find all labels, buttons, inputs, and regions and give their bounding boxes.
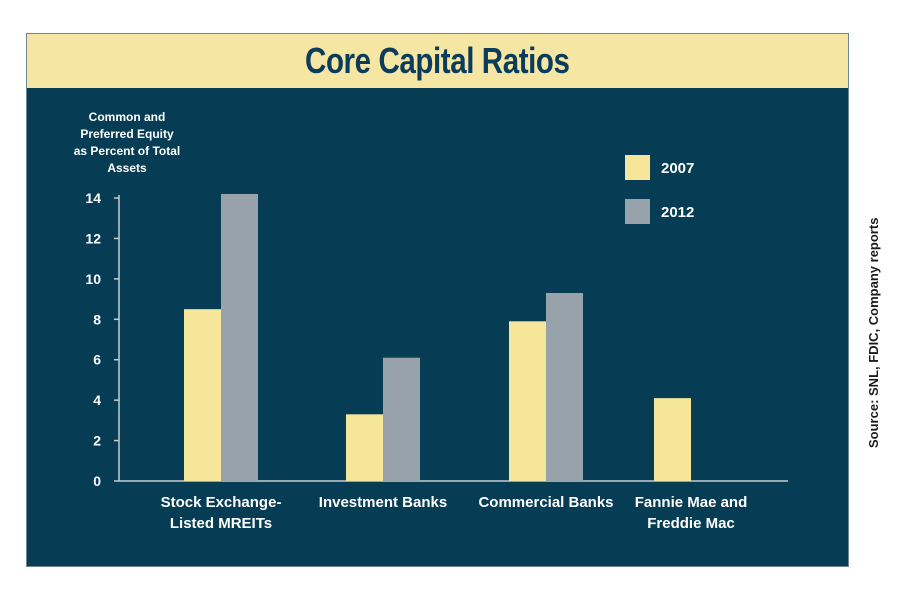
bar-2012-2	[383, 357, 420, 481]
x-category-label: Investment Banks	[319, 494, 447, 511]
source-note: Source: SNL, FDIC, Company reports	[866, 217, 881, 448]
y-axis-label-line: Preferred Equity	[80, 127, 174, 141]
y-axis-label-line: Assets	[107, 161, 147, 175]
chart-title: Core Capital Ratios	[305, 40, 570, 81]
x-category-label: Stock Exchange-	[161, 494, 282, 511]
x-category-label: Freddie Mac	[647, 515, 735, 532]
bar-2007-4	[654, 398, 691, 481]
y-tick-label: 4	[93, 392, 101, 408]
y-tick-label: 2	[93, 433, 101, 449]
y-tick-label: 10	[85, 271, 101, 287]
title-band: Core Capital Ratios	[27, 34, 848, 90]
y-tick-label: 14	[85, 190, 101, 206]
bar-2007-3	[509, 321, 546, 481]
legend-label-2007: 2007	[661, 160, 694, 177]
y-axis-label-line: Common and	[89, 110, 166, 124]
y-tick-label: 8	[93, 311, 101, 327]
bar-2007-2	[346, 414, 383, 481]
y-tick-label: 6	[93, 352, 101, 368]
chart-panel: Core Capital Ratios	[26, 33, 849, 567]
x-category-label: Listed MREITs	[170, 515, 272, 532]
bar-2007-1	[184, 309, 221, 481]
x-category-label: Fannie Mae and	[635, 494, 748, 511]
y-tick-label: 12	[85, 230, 101, 246]
bar-2012-1	[221, 193, 258, 481]
y-tick-label: 0	[93, 473, 101, 489]
bar-2012-3	[546, 293, 583, 481]
x-category-label: Commercial Banks	[478, 494, 613, 511]
legend-label-2012: 2012	[661, 204, 694, 221]
legend-swatch-2012	[625, 199, 650, 224]
y-axis-label-line: as Percent of Total	[74, 144, 180, 158]
legend-swatch-2007	[625, 155, 650, 180]
